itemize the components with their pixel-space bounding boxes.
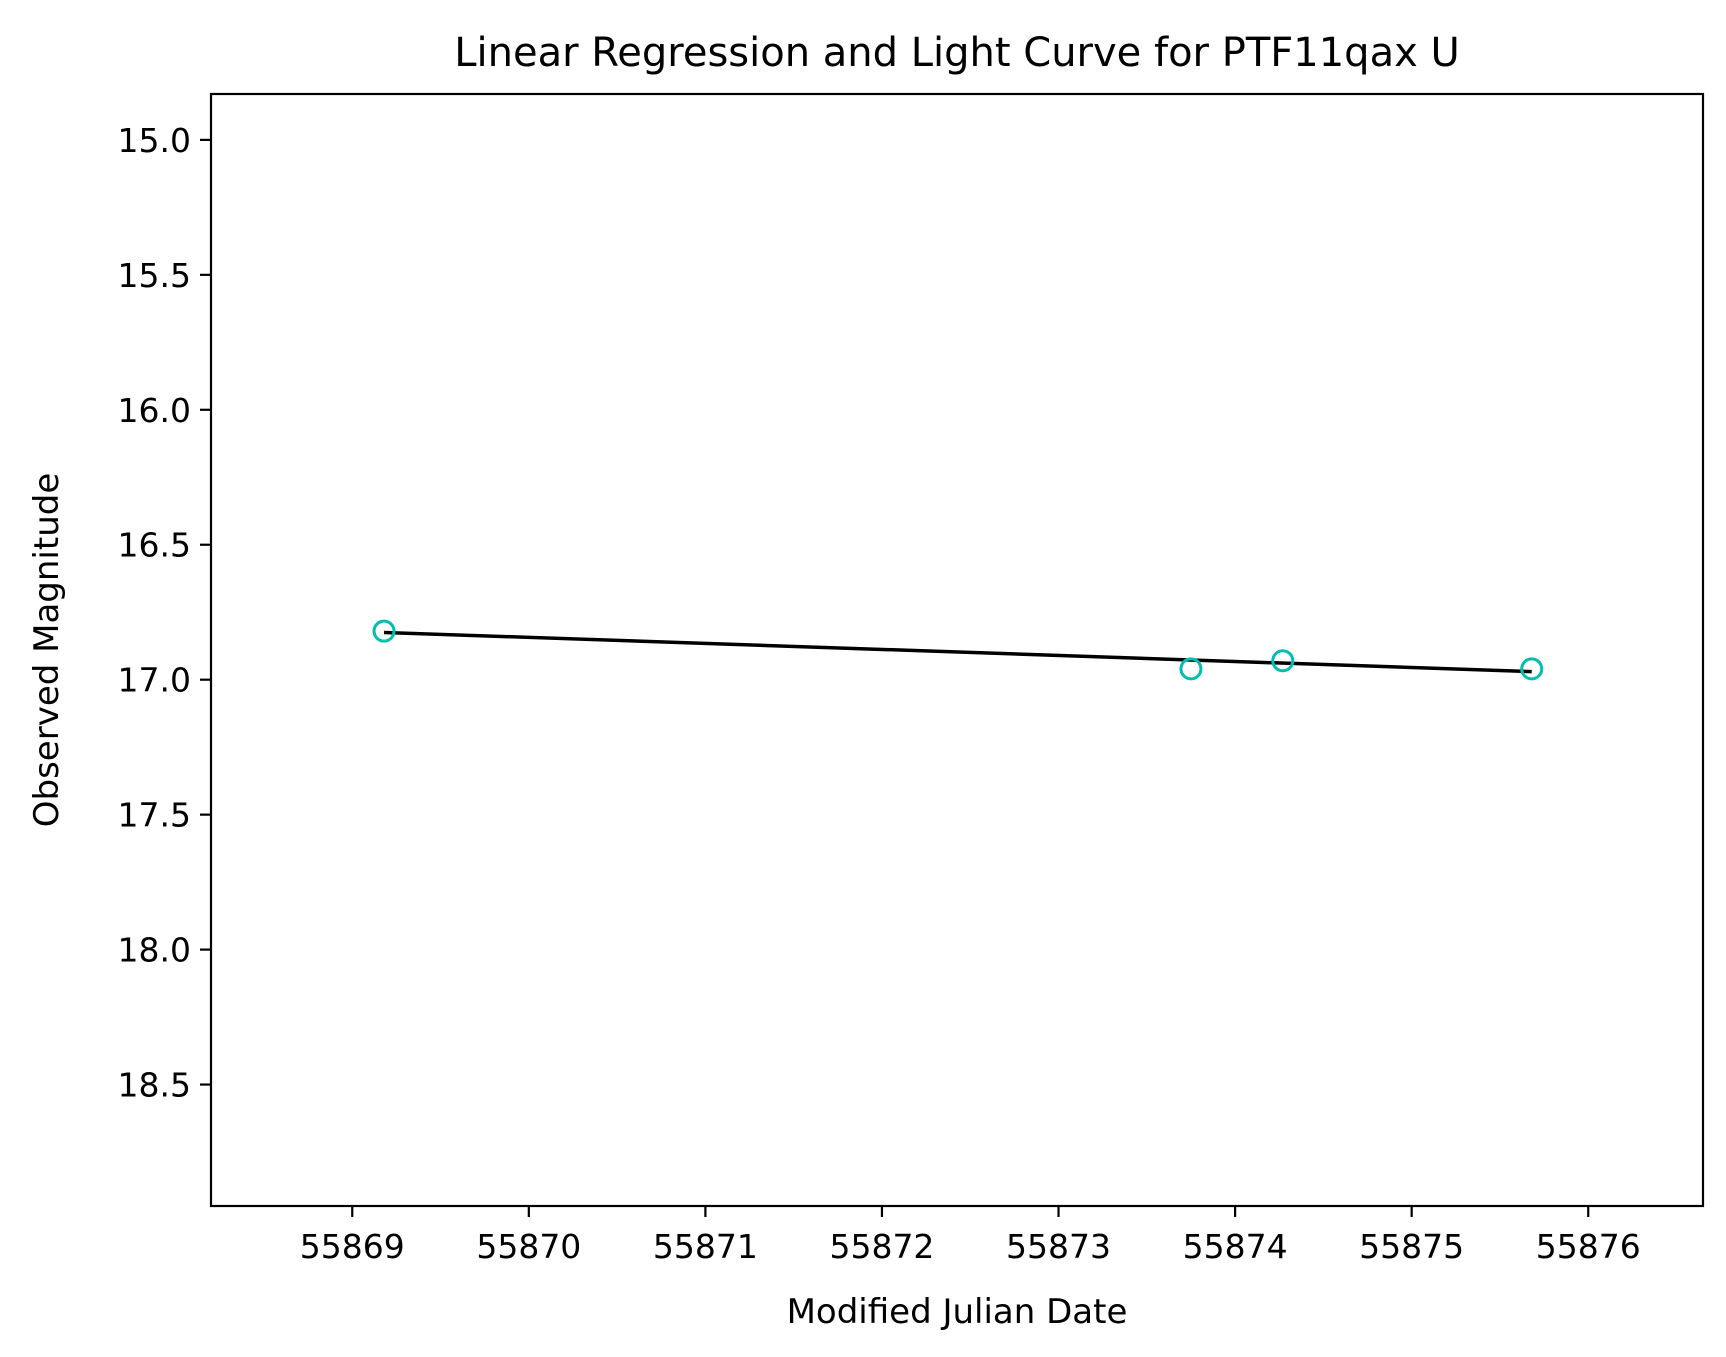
x-tick-label: 55871	[653, 1227, 758, 1266]
y-tick-label: 16.5	[118, 526, 191, 565]
y-tick-label: 16.0	[118, 391, 191, 430]
regression-line	[383, 630, 1532, 674]
plot-frame	[209, 92, 1705, 1208]
y-axis-label: Observed Magnitude	[27, 473, 67, 828]
x-tick-label: 55873	[1006, 1227, 1111, 1266]
x-tick-label: 55874	[1183, 1227, 1288, 1266]
data-point	[1520, 657, 1544, 681]
y-tick-label: 15.0	[118, 121, 191, 160]
y-tick-label: 17.0	[118, 661, 191, 700]
x-tick-label: 55872	[829, 1227, 934, 1266]
y-tick-label: 18.0	[118, 931, 191, 970]
y-tick-label: 18.5	[118, 1066, 191, 1105]
y-tick-label: 15.5	[118, 256, 191, 295]
plot-area	[372, 619, 1544, 681]
data-point	[1179, 657, 1203, 681]
y-axis: 15.0 15.5 16.0 16.5 17.0 17.5 18.0 18.5	[118, 121, 211, 1105]
y-tick-label: 17.5	[118, 796, 191, 835]
data-point	[1271, 649, 1295, 673]
x-axis-label: Modified Julian Date	[787, 1292, 1128, 1332]
x-tick-label: 55875	[1359, 1227, 1464, 1266]
x-tick-label: 55870	[476, 1227, 581, 1266]
x-axis: 55869 55870 55871 55872 55873 55874 55875 55876	[300, 1206, 1641, 1266]
x-tick-label: 55876	[1536, 1227, 1641, 1266]
x-tick-label: 55869	[300, 1227, 405, 1266]
chart-title: Linear Regression and Light Curve for PT…	[454, 30, 1460, 76]
data-point	[372, 619, 396, 643]
